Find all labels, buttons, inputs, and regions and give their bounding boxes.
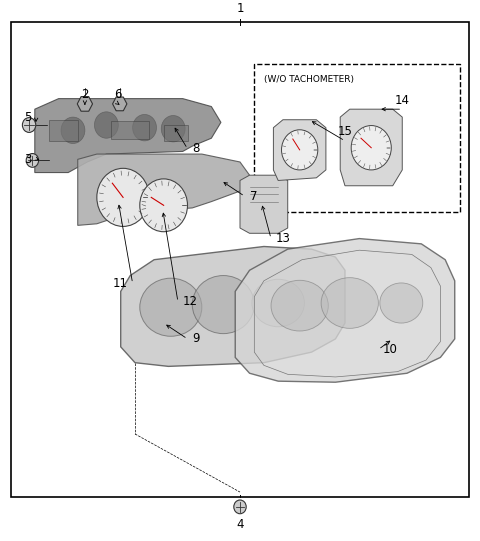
Text: 14: 14 xyxy=(395,94,410,107)
Text: 10: 10 xyxy=(383,343,398,356)
Circle shape xyxy=(140,179,188,232)
Text: 15: 15 xyxy=(337,125,352,138)
Circle shape xyxy=(351,126,391,170)
PathPatch shape xyxy=(78,154,250,226)
Text: 13: 13 xyxy=(276,232,291,245)
Text: 6: 6 xyxy=(115,88,122,101)
Text: 3: 3 xyxy=(24,153,31,166)
Text: 2: 2 xyxy=(81,88,89,101)
Circle shape xyxy=(23,117,36,133)
Bar xyxy=(111,121,149,139)
Polygon shape xyxy=(77,97,93,111)
Circle shape xyxy=(97,168,149,227)
PathPatch shape xyxy=(120,247,345,366)
Circle shape xyxy=(26,154,38,167)
PathPatch shape xyxy=(235,239,455,382)
PathPatch shape xyxy=(35,98,221,173)
Text: 8: 8 xyxy=(192,142,200,155)
Circle shape xyxy=(281,130,318,170)
Ellipse shape xyxy=(271,280,328,331)
Text: 4: 4 xyxy=(236,518,244,531)
PathPatch shape xyxy=(340,109,402,186)
Text: 7: 7 xyxy=(250,190,257,203)
Circle shape xyxy=(61,117,85,143)
Bar xyxy=(164,125,188,141)
Text: 12: 12 xyxy=(183,295,198,308)
Bar xyxy=(49,120,78,141)
Ellipse shape xyxy=(321,278,378,328)
Ellipse shape xyxy=(140,278,202,337)
Polygon shape xyxy=(113,97,127,111)
Text: 9: 9 xyxy=(192,332,200,345)
Circle shape xyxy=(95,112,118,138)
Text: 5: 5 xyxy=(24,110,31,123)
Ellipse shape xyxy=(380,283,423,323)
Text: (W/O TACHOMETER): (W/O TACHOMETER) xyxy=(264,75,354,84)
Circle shape xyxy=(234,500,246,514)
Circle shape xyxy=(132,115,156,141)
Text: 1: 1 xyxy=(236,2,244,15)
Circle shape xyxy=(161,116,185,142)
Text: 11: 11 xyxy=(113,277,128,290)
Bar xyxy=(254,64,459,212)
Ellipse shape xyxy=(192,275,254,334)
PathPatch shape xyxy=(274,120,326,181)
PathPatch shape xyxy=(240,175,288,233)
Ellipse shape xyxy=(252,279,304,327)
